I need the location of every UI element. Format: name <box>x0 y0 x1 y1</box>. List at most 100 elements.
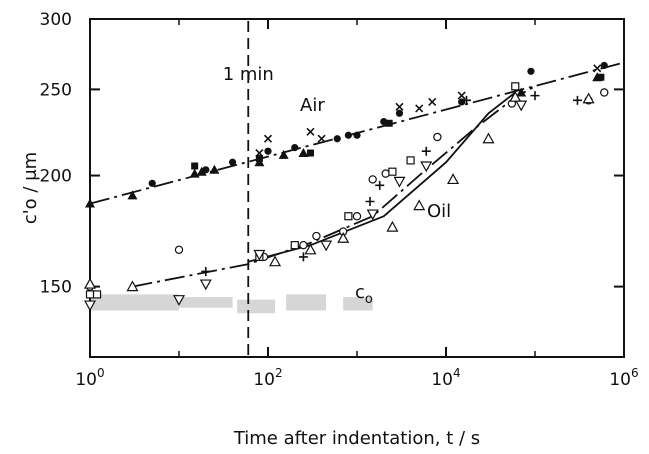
marker-filled-triangle <box>209 164 220 174</box>
y-tick-label: 250 <box>40 80 72 100</box>
marker-cross-x <box>593 64 602 73</box>
marker-plus <box>572 95 582 105</box>
marker-open-circle <box>312 231 321 241</box>
marker-open-triangle-up <box>126 280 139 292</box>
marker-open-square <box>344 212 353 221</box>
fit-line <box>132 85 536 288</box>
marker-plus <box>365 196 375 206</box>
marker-filled-circle <box>600 61 608 70</box>
marker-open-circle <box>299 240 308 250</box>
marker-open-square <box>511 82 520 91</box>
x-tick-label: 100 <box>75 366 104 390</box>
marker-cross-x <box>395 102 404 111</box>
marker-filled-triangle <box>278 149 289 159</box>
c0-band-segment <box>90 294 179 311</box>
marker-open-triangle-down <box>199 279 212 291</box>
y-axis-title: c'o / μm <box>20 152 41 224</box>
marker-filled-triangle <box>196 166 207 176</box>
marker-cross-x <box>255 148 264 158</box>
fit-lines <box>89 61 625 288</box>
marker-open-triangle-up <box>582 92 595 104</box>
marker-filled-circle <box>527 67 535 75</box>
y-tick-label: 300 <box>40 10 72 30</box>
c0-band-segment <box>343 297 373 311</box>
data-points <box>83 61 609 312</box>
marker-open-square <box>406 156 415 165</box>
marker-cross-x <box>428 97 437 107</box>
marker-open-circle <box>381 169 390 178</box>
marker-plus <box>201 266 211 276</box>
marker-open-circle <box>352 212 362 221</box>
marker-filled-circle <box>264 147 272 155</box>
one-minute-marker: 1 min <box>223 21 274 355</box>
y-tick-label: 150 <box>40 278 72 298</box>
marker-open-square <box>85 290 95 299</box>
marker-open-square <box>388 167 397 176</box>
c0-band-segment <box>179 297 233 308</box>
marker-filled-circle <box>380 117 388 126</box>
marker-filled-circle <box>333 135 341 143</box>
marker-open-triangle-up <box>304 243 317 255</box>
marker-filled-triangle <box>298 148 309 158</box>
marker-open-triangle-up <box>482 132 495 144</box>
x-axis-title: Time after indentation, t / s <box>233 428 480 449</box>
air-label: Air <box>300 95 325 116</box>
c0-band-segment <box>286 294 327 311</box>
marker-open-triangle-down <box>366 209 379 221</box>
marker-cross-x <box>457 91 466 100</box>
marker-open-triangle-up <box>386 220 399 232</box>
x-tick-label: 106 <box>609 366 638 390</box>
marker-cross-x <box>306 127 315 136</box>
marker-open-circle <box>368 175 377 184</box>
marker-filled-circle <box>148 179 156 187</box>
marker-open-triangle-up <box>447 173 460 185</box>
marker-open-triangle-up <box>413 199 426 211</box>
marker-filled-square <box>597 73 605 81</box>
marker-filled-square <box>255 155 263 163</box>
one-minute-label: 1 min <box>223 64 274 85</box>
marker-open-circle <box>433 132 442 142</box>
axis-ticks <box>89 18 625 357</box>
marker-open-circle <box>174 245 184 255</box>
marker-filled-circle <box>353 131 361 139</box>
c0-label-sub: o <box>365 292 373 307</box>
marker-open-circle <box>600 88 609 97</box>
c0-label: co <box>355 282 373 307</box>
c0-band-segment <box>237 299 276 314</box>
marker-open-triangle-down <box>320 240 333 252</box>
marker-filled-triangle <box>85 198 95 208</box>
marker-filled-circle <box>344 131 352 139</box>
marker-open-triangle-down <box>253 249 266 261</box>
marker-open-triangle-down <box>393 176 406 188</box>
marker-filled-circle <box>395 109 404 117</box>
marker-open-triangle-up <box>269 255 282 267</box>
marker-open-triangle-down <box>420 161 433 173</box>
x-tick-label: 104 <box>431 366 460 390</box>
marker-filled-triangle <box>127 190 138 200</box>
x-tick-label: 102 <box>253 366 282 390</box>
marker-plus <box>375 180 385 190</box>
marker-open-triangle-up <box>337 232 350 243</box>
marker-filled-circle <box>458 98 466 106</box>
marker-filled-circle <box>228 158 237 166</box>
marker-plus <box>421 146 431 156</box>
c0-label-main: c <box>355 282 365 303</box>
marker-open-square <box>290 241 299 250</box>
marker-filled-circle <box>291 144 299 152</box>
fit-line <box>248 91 516 263</box>
marker-cross-x <box>263 134 273 143</box>
y-tick-label: 200 <box>40 167 72 187</box>
marker-open-triangle-up <box>83 277 97 289</box>
marker-plus <box>530 91 540 101</box>
oil-label: Oil <box>427 201 451 222</box>
marker-plus <box>462 95 472 105</box>
marker-cross-x <box>317 134 326 143</box>
marker-filled-square <box>306 149 314 157</box>
marker-open-triangle-down <box>515 100 528 112</box>
tick-labels: 100 102 104 106 150 200 250 300 <box>40 10 639 390</box>
marker-open-triangle-down <box>172 295 186 306</box>
marker-open-triangle-down <box>83 300 97 312</box>
marker-plus <box>298 252 308 262</box>
marker-open-triangle-up <box>509 90 522 102</box>
